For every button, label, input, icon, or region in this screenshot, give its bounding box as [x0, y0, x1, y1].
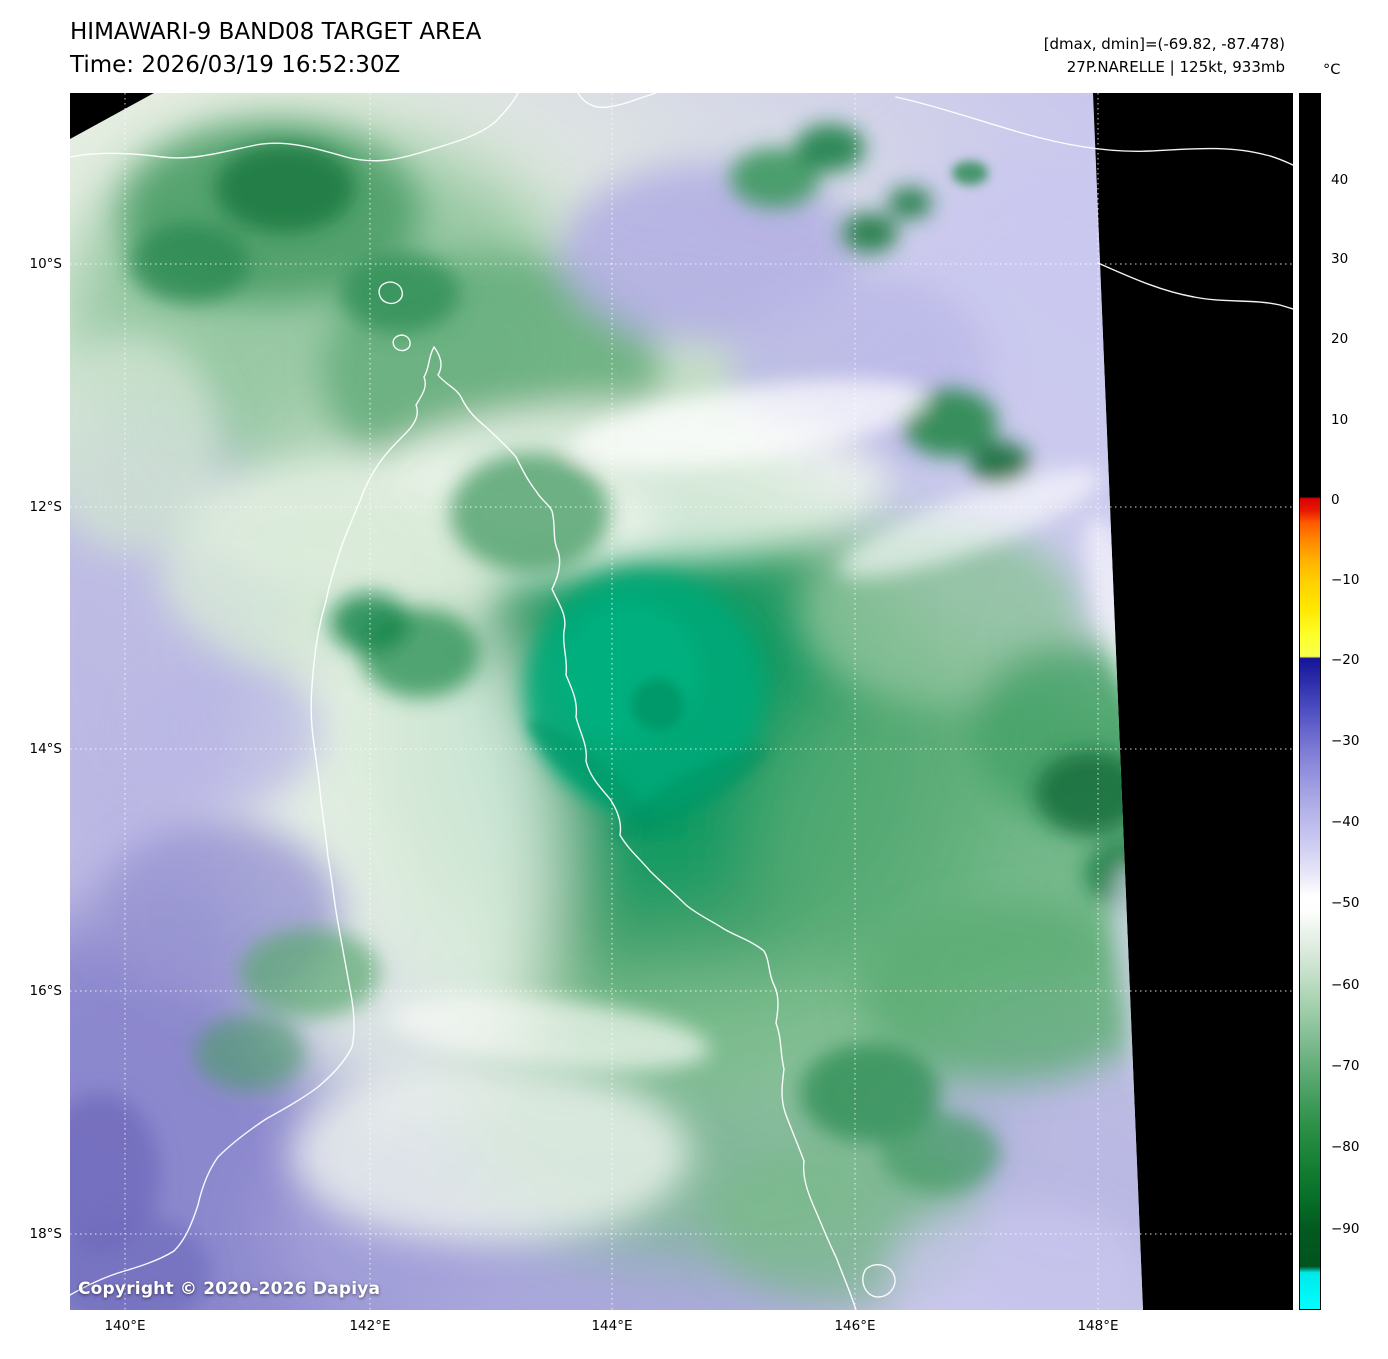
colorbar-tick-m70: −70	[1331, 1058, 1360, 1074]
coastline-torres-island-2	[392, 334, 411, 352]
colorbar-tick-m60: −60	[1331, 977, 1360, 993]
lon-label-148e: 148°E	[1077, 1318, 1119, 1334]
lon-label-142e: 142°E	[349, 1318, 391, 1334]
lat-label-16s: 16°S	[29, 983, 63, 999]
colorbar-tick-m50: −50	[1331, 895, 1360, 911]
coastline-qld-west	[70, 346, 435, 1296]
coastline-island-south	[862, 1264, 896, 1298]
colorbar-tick-m20: −20	[1331, 652, 1360, 668]
colorbar-tick-m80: −80	[1331, 1139, 1360, 1155]
coastline-png-delta	[577, 93, 657, 109]
colorbar-tick-m30: −30	[1331, 733, 1360, 749]
colorbar-tick-30: 30	[1331, 251, 1349, 267]
colorbar-tick-40: 40	[1331, 172, 1349, 188]
lon-label-146e: 146°E	[834, 1318, 876, 1334]
colorbar-tick-10: 10	[1331, 412, 1349, 428]
coastline-torres-island-1	[378, 281, 403, 305]
data-swath	[70, 93, 1143, 1310]
lon-label-140e: 140°E	[104, 1318, 146, 1334]
header-right-block: [dmax, dmin]=(-69.82, -87.478) 27P.NAREL…	[1044, 33, 1285, 79]
cloud-field-medium	[70, 123, 1143, 1310]
satellite-map-panel: Copyright © 2020-2026 Dapiya	[70, 93, 1293, 1310]
coastline-png-northeast-1	[895, 96, 1293, 166]
lon-label-144e: 144°E	[591, 1318, 633, 1334]
coastline-qld-east	[433, 346, 857, 1310]
timestamp-label: Time: 2026/03/19 16:52:30Z	[70, 52, 401, 78]
copyright-watermark: Copyright © 2020-2026 Dapiya	[78, 1279, 381, 1299]
coastline-png-northeast-2	[1097, 262, 1293, 310]
colorbar-unit-label: °C	[1323, 62, 1341, 78]
coastline-png-south	[70, 93, 519, 162]
page-title: HIMAWARI-9 BAND08 TARGET AREA	[70, 19, 482, 45]
colorbar-tick-20: 20	[1331, 331, 1349, 347]
gridlines	[70, 93, 1293, 1310]
dmax-dmin-readout: [dmax, dmin]=(-69.82, -87.478)	[1043, 35, 1285, 53]
colorbar-tick-m90: −90	[1331, 1221, 1360, 1237]
lat-label-10s: 10°S	[29, 256, 63, 272]
colorbar-tick-m40: −40	[1331, 814, 1360, 830]
satellite-image	[70, 93, 1293, 1310]
lat-label-12s: 12°S	[29, 499, 63, 515]
lat-label-14s: 14°S	[29, 741, 63, 757]
temperature-colorbar	[1299, 93, 1321, 1310]
coastline	[70, 93, 1293, 1310]
lat-label-18s: 18°S	[29, 1226, 63, 1242]
colorbar-tick-m10: −10	[1331, 572, 1360, 588]
colorbar-tick-0: 0	[1331, 492, 1340, 508]
storm-info-readout: 27P.NARELLE | 125kt, 933mb	[1066, 58, 1285, 76]
